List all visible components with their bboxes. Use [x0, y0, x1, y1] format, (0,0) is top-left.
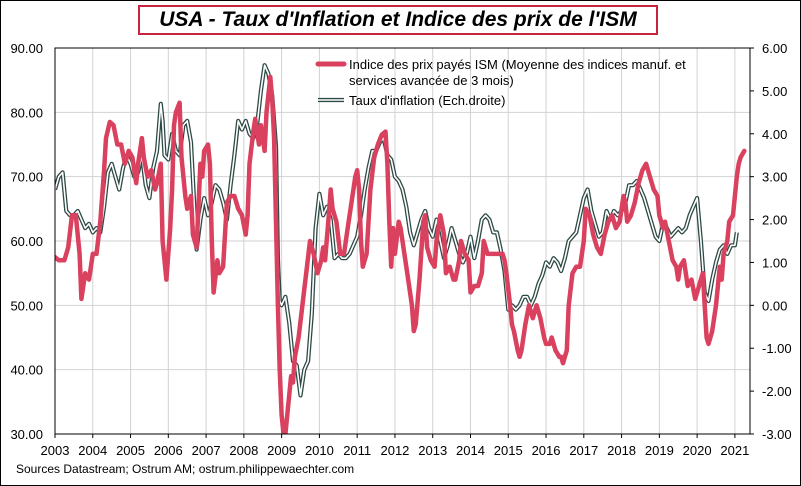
x-tick-label: 2009 [267, 443, 296, 458]
right-tick-label: -2.00 [762, 384, 792, 399]
right-tick-label: 5.00 [762, 84, 787, 99]
x-tick-label: 2004 [78, 443, 107, 458]
series-lines [55, 63, 747, 434]
right-tick-label: 6.00 [762, 41, 787, 56]
chart-title-box: USA - Taux d'Inflation et Indice des pri… [138, 5, 658, 35]
x-tick-label: 2020 [683, 443, 712, 458]
left-tick-label: 90.00 [10, 41, 43, 56]
x-tick-label: 2017 [569, 443, 598, 458]
left-tick-label: 30.00 [10, 427, 43, 442]
right-tick-label: 3.00 [762, 170, 787, 185]
legend: Indice des prix payés ISM (Moyenne des i… [315, 57, 686, 108]
x-tick-label: 2008 [229, 443, 258, 458]
x-tick-label: 2005 [116, 443, 145, 458]
x-tick-label: 2019 [645, 443, 674, 458]
x-tick-label: 2015 [494, 443, 523, 458]
x-tick-label: 2021 [720, 443, 749, 458]
right-tick-label: 4.00 [762, 127, 787, 142]
source-note: Sources Datastream; Ostrum AM; ostrum.ph… [16, 462, 355, 476]
plot-area [54, 47, 751, 435]
right-tick-label: 1.00 [762, 255, 787, 270]
legend-label-ism-prices: Indice des prix payés ISM (Moyenne des i… [349, 57, 686, 88]
x-tick-label: 2007 [192, 443, 221, 458]
legend-label-inflation: Taux d'inflation (Ech.droite) [349, 93, 505, 108]
x-tick-label: 2003 [41, 443, 70, 458]
left-tick-label: 70.00 [10, 170, 43, 185]
left-tick-label: 80.00 [10, 105, 43, 120]
right-tick-label: -3.00 [762, 427, 792, 442]
right-tick-label: -1.00 [762, 341, 792, 356]
x-tick-label: 2010 [305, 443, 334, 458]
chart-title: USA - Taux d'Inflation et Indice des pri… [159, 8, 637, 31]
right-tick-label: 0.00 [762, 298, 787, 313]
x-tick-label: 2013 [418, 443, 447, 458]
axes: 30.00 40.00 50.00 60.00 70.00 80.00 90.00 -3.00… [10, 41, 791, 458]
x-tick-label: 2016 [532, 443, 561, 458]
x-tick-label: 2012 [380, 443, 409, 458]
series-ism-prices-line [55, 74, 747, 434]
right-tick-label: 2.00 [762, 213, 787, 228]
left-tick-label: 40.00 [10, 363, 43, 378]
left-tick-label: 50.00 [10, 298, 43, 313]
x-tick-label: 2018 [607, 443, 636, 458]
left-tick-label: 60.00 [10, 234, 43, 249]
x-tick-label: 2011 [343, 443, 371, 458]
x-tick-label: 2006 [154, 443, 183, 458]
x-tick-label: 2014 [456, 443, 485, 458]
